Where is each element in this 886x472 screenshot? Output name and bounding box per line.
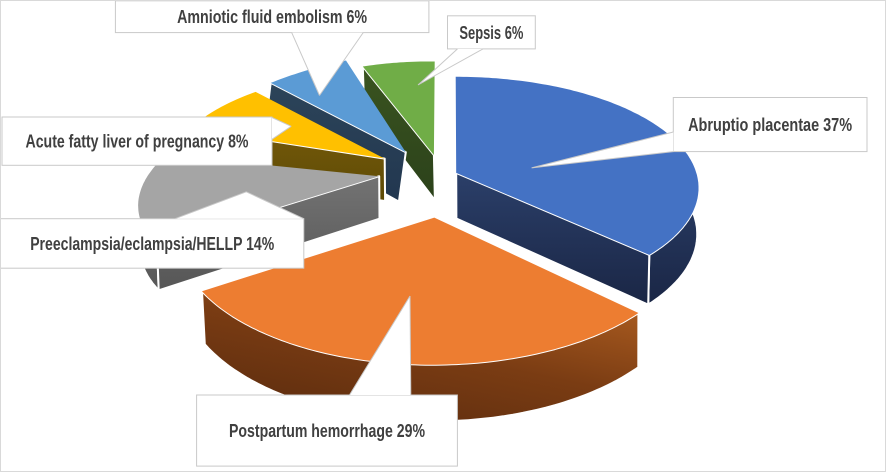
svg-text:Preeclampsia/eclampsia/HELLP 1: Preeclampsia/eclampsia/HELLP 14% <box>30 234 274 254</box>
svg-text:Amniotic fluid embolism 6%: Amniotic fluid embolism 6% <box>177 7 367 27</box>
svg-text:Acute fatty liver of pregnancy: Acute fatty liver of pregnancy 8% <box>26 132 249 152</box>
svg-text:Postpartum hemorrhage 29%: Postpartum hemorrhage 29% <box>229 421 425 441</box>
svg-text:Sepsis 6%: Sepsis 6% <box>459 23 523 43</box>
svg-text:Abruptio placentae 37%: Abruptio placentae 37% <box>688 115 852 135</box>
